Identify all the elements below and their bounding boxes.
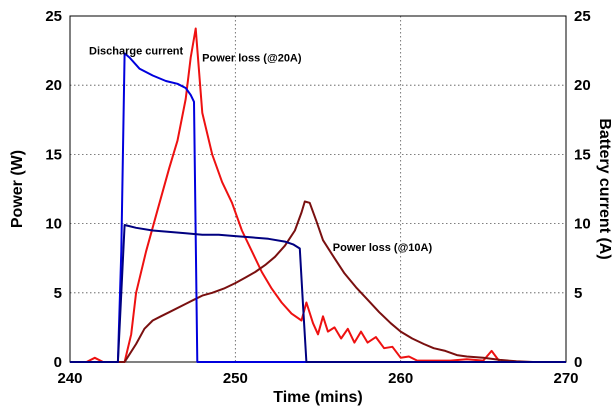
series-line-2: [70, 200, 566, 363]
x-tick-labels: 240 250 260 270: [57, 370, 578, 387]
y2-tick-label: 25: [574, 8, 591, 25]
y2-tick-label: 10: [574, 216, 591, 233]
y2-axis-title: Battery current (A): [596, 118, 613, 259]
x-tick-label: 260: [388, 370, 413, 387]
x-axis-title: Time (mins): [273, 389, 363, 406]
y2-tick-label: 20: [574, 77, 591, 94]
y-tick-label: 15: [45, 146, 62, 163]
y2-tick-label: 15: [574, 146, 591, 163]
y-tick-labels: 0 5 10 15 20 25: [45, 8, 62, 371]
y2-tick-label: 5: [574, 285, 582, 302]
x-tick-label: 250: [223, 370, 248, 387]
plot-frame: [69, 15, 567, 363]
annotation-2: Power loss (@20A): [202, 53, 302, 65]
series-line-1: [70, 27, 566, 363]
grid: [70, 16, 566, 362]
y2-tick-label: 0: [574, 354, 582, 371]
y-tick-label: 10: [45, 216, 62, 233]
series-line-4: [70, 224, 566, 363]
annotation-3: Power loss (@10A): [333, 242, 433, 254]
x-tick-label: 270: [553, 370, 578, 387]
y2-tick-labels: 0 5 10 15 20 25: [574, 8, 591, 371]
y-tick-label: 20: [45, 77, 62, 94]
annotations: Discharge current Power loss (@20A) Power …: [89, 46, 432, 255]
y-tick-label: 0: [54, 354, 62, 371]
y-tick-label: 25: [45, 8, 62, 25]
series-line-3: [70, 52, 566, 363]
annotation-1: Discharge current: [89, 46, 183, 58]
y-tick-label: 5: [54, 285, 62, 302]
x-tick-label: 240: [57, 370, 82, 387]
series-group: [70, 27, 566, 363]
y-axis-title: Power (W): [9, 150, 26, 228]
